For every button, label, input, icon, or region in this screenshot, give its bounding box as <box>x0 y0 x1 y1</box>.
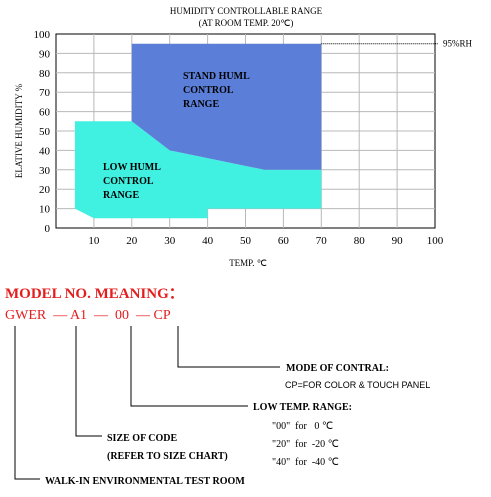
x-tick-label-40: 40 <box>202 235 214 247</box>
y-tick-label-90: 90 <box>39 48 51 60</box>
callout-connectors <box>14 326 280 480</box>
mode-title: MODE OF CONTRAL: <box>286 363 389 374</box>
standard-humidity-area <box>131 43 322 170</box>
chart-subtitle: (AT ROOM TEMP. 20℃) <box>199 18 294 28</box>
stand-range-label-line2: CONTROL <box>183 85 234 96</box>
x-tick-label-80: 80 <box>354 235 366 247</box>
model-code: GWER — A1 — 00 — CP <box>5 308 171 323</box>
connector-mode <box>177 326 280 368</box>
x-tick-label-20: 20 <box>126 235 138 247</box>
low-range-label-line1: LOW HUML <box>103 162 161 173</box>
low-temp-title: LOW TEMP. RANGE: <box>253 402 352 413</box>
low-temp-option-00: "00" for 0 ℃ <box>272 421 333 432</box>
mode-detail: CP=FOR COLOR & TOUCH PANEL <box>285 380 430 390</box>
stand-range-label: STAND HUML CONTROL RANGE <box>183 71 250 110</box>
low-humidity-area <box>74 121 322 219</box>
low-range-label-line3: RANGE <box>103 190 139 201</box>
x-tick-label-90: 90 <box>392 235 404 247</box>
y-axis-label: ELATIVE HUMIDITY % <box>14 83 24 178</box>
y-tick-label-40: 40 <box>39 145 51 157</box>
low-range-label: LOW HUML CONTROL RANGE <box>103 162 161 201</box>
size-detail: (REFER TO SIZE CHART) <box>107 451 228 462</box>
x-tick-label-100: 100 <box>427 235 444 247</box>
y-tick-label-60: 60 <box>39 107 51 119</box>
x-tick-label-60: 60 <box>278 235 290 247</box>
connector-walkin <box>14 326 40 480</box>
y-tick-label-10: 10 <box>39 204 51 216</box>
y-tick-label-0: 0 <box>45 223 51 235</box>
y-tick-label-80: 80 <box>39 68 51 80</box>
stand-range-label-line1: STAND HUML <box>183 71 250 82</box>
x-tick-label-50: 50 <box>240 235 252 247</box>
size-title: SIZE OF CODE <box>107 433 178 444</box>
connector-low-temp <box>130 326 248 407</box>
reference-line-label: 95%RH <box>443 39 473 49</box>
y-tick-label-30: 30 <box>39 165 51 177</box>
walkin-title: WALK-IN ENVIRONMENTAL TEST ROOM <box>45 476 245 487</box>
low-temp-option-40: "40" for -40 ℃ <box>272 457 339 468</box>
stand-range-label-line3: RANGE <box>183 99 219 110</box>
low-range-label-line2: CONTROL <box>103 176 154 187</box>
connector-size <box>75 326 102 437</box>
series-areas <box>74 43 322 219</box>
x-tick-label-70: 70 <box>316 235 328 247</box>
x-tick-label-10: 10 <box>88 235 100 247</box>
low-temp-option-20: "20" for -20 ℃ <box>272 439 339 450</box>
y-tick-label-50: 50 <box>39 126 51 138</box>
x-tick-label-30: 30 <box>164 235 176 247</box>
y-tick-label-100: 100 <box>34 29 51 41</box>
x-axis-label: TEMP. ℃ <box>229 258 267 268</box>
y-tick-label-70: 70 <box>39 87 51 99</box>
y-tick-label-20: 20 <box>39 184 51 196</box>
tick-labels: 0 10 20 30 40 50 60 70 80 90 100 10 20 30 40 50 60 70 80 90… <box>34 29 444 247</box>
reference-line-group: 95%RH <box>321 39 473 49</box>
chart-title: HUMIDITY CONTROLLABLE RANGE <box>170 6 323 16</box>
model-heading: MODEL NO. MEANING： <box>5 286 184 302</box>
